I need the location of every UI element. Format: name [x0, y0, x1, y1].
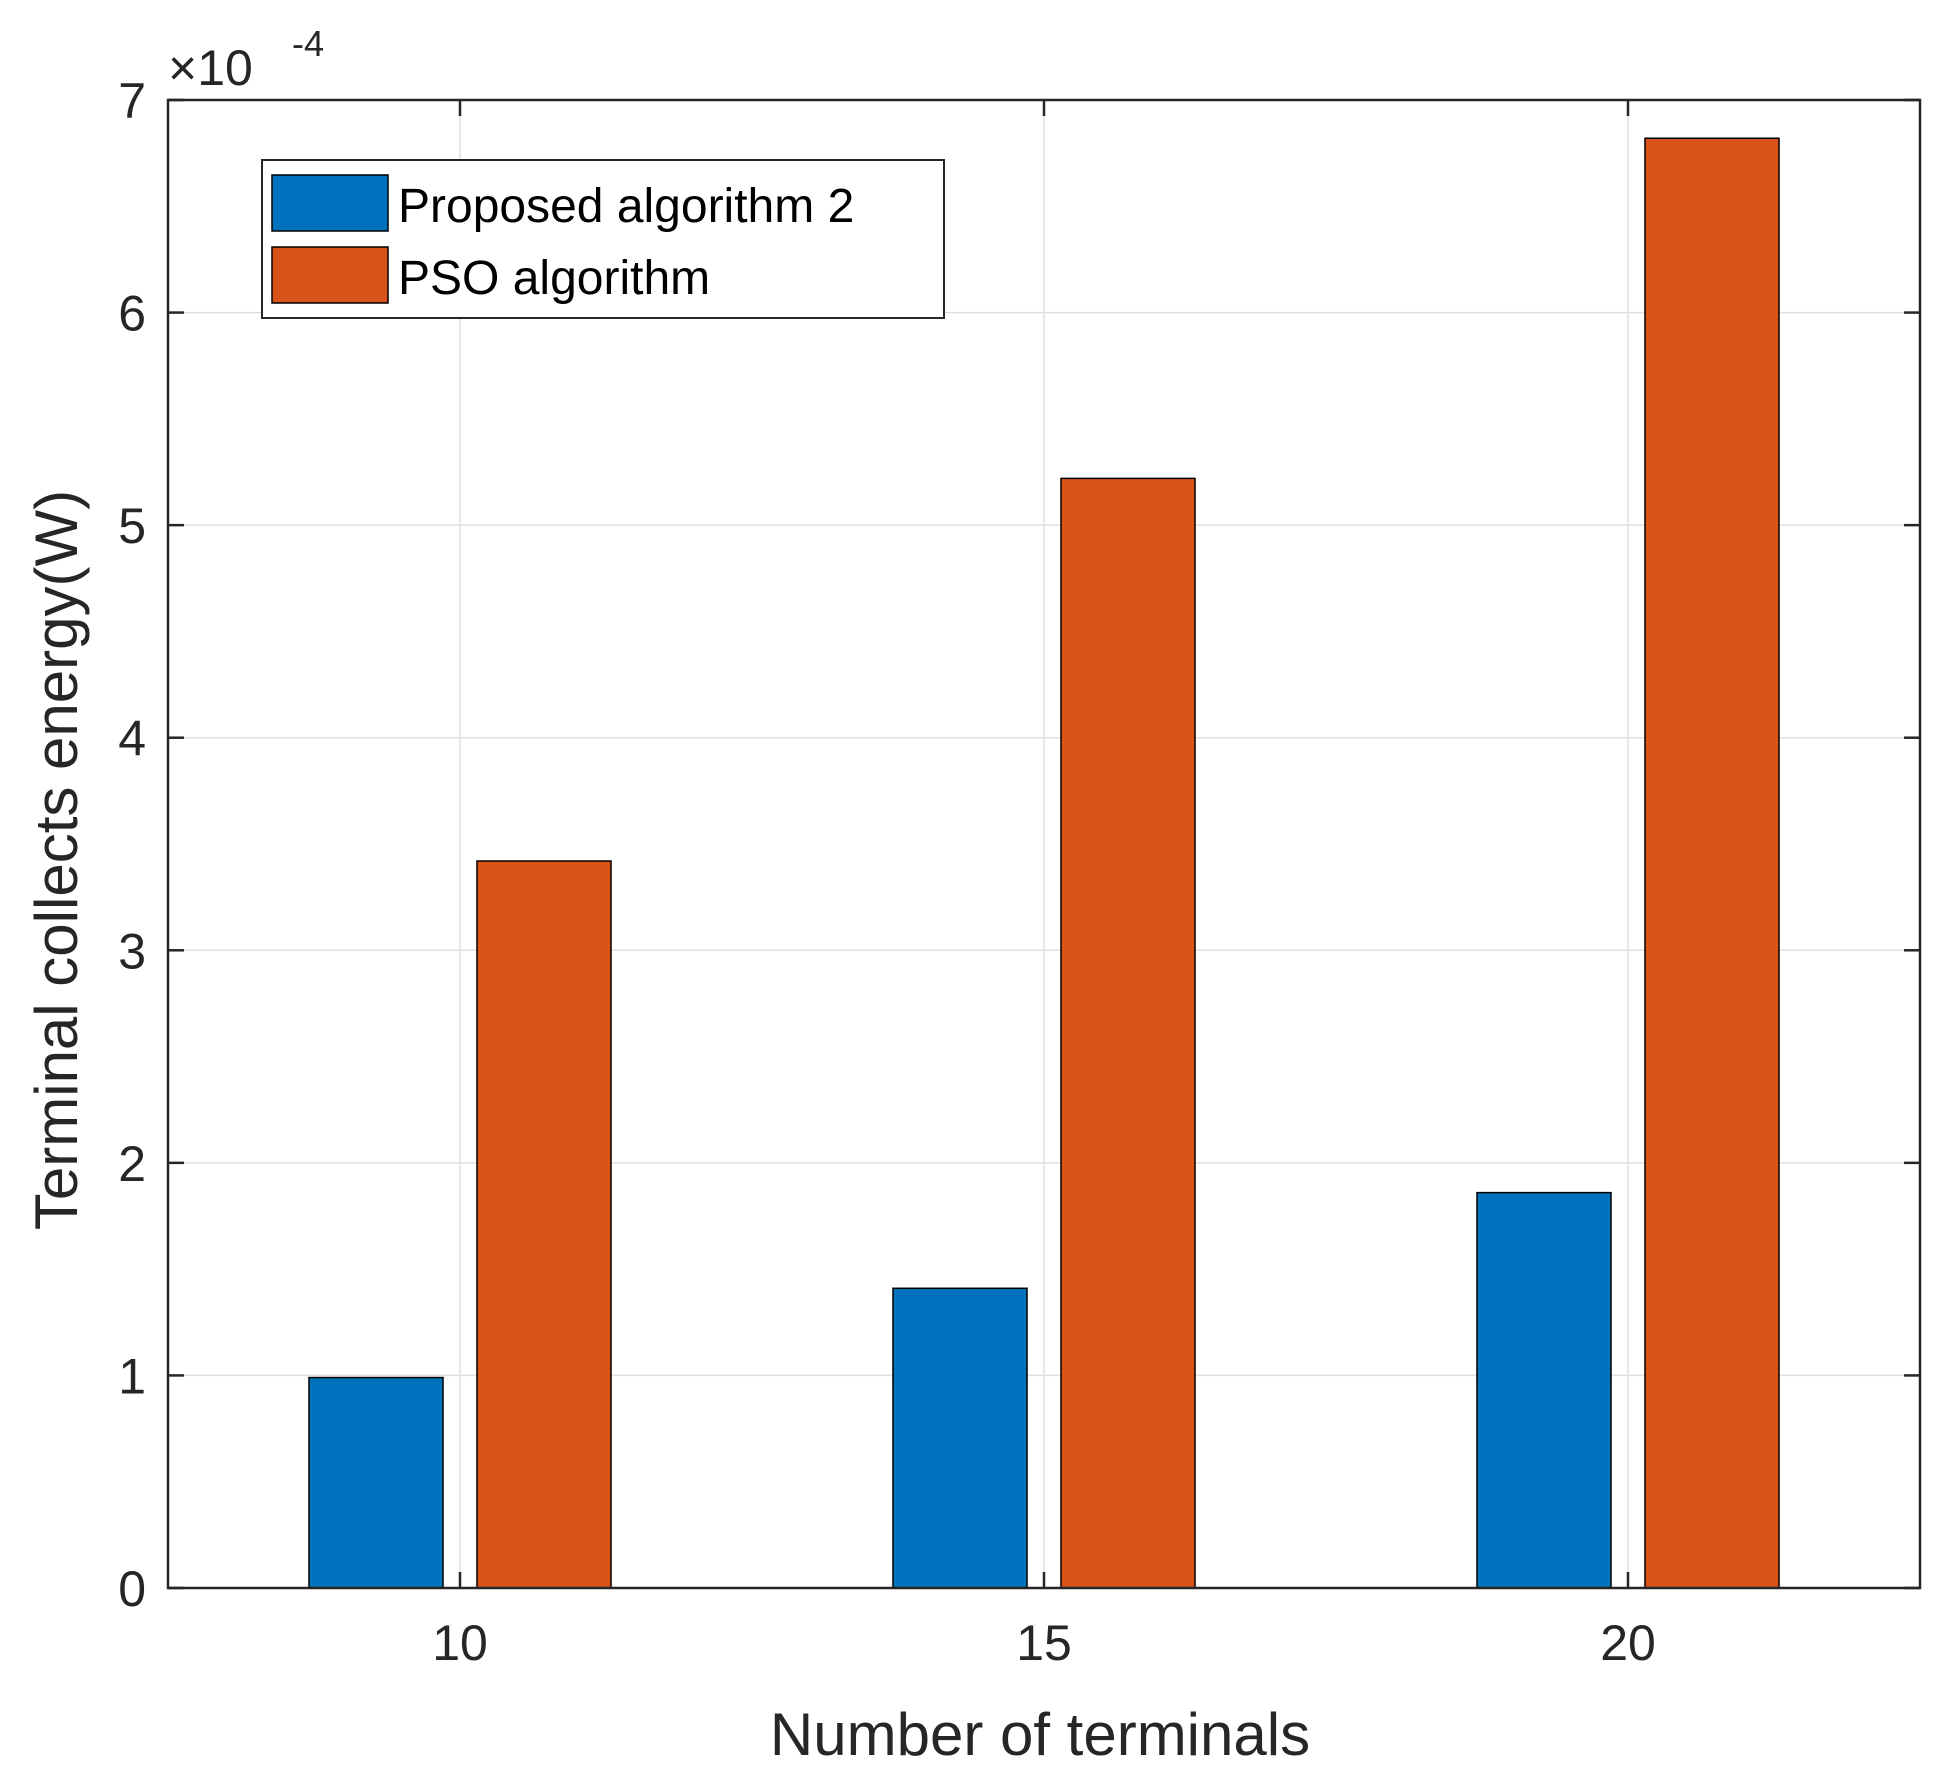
- bar-pso-10: [476, 860, 612, 1589]
- x-tick-label: 10: [432, 1615, 488, 1671]
- y-exponent-base: ×10: [168, 40, 253, 96]
- y-tick-label: 7: [118, 73, 146, 129]
- legend-swatch-proposed: [271, 174, 389, 232]
- y-tick-label: 0: [118, 1561, 146, 1617]
- y-tick-label: 1: [118, 1348, 146, 1404]
- y-tick-label: 2: [118, 1136, 146, 1192]
- x-axis-label: Number of terminals: [770, 1701, 1310, 1768]
- x-axis-ticks: 10 15 20: [432, 100, 1656, 1671]
- x-tick-label: 15: [1016, 1615, 1072, 1671]
- y-tick-label: 3: [118, 923, 146, 979]
- y-tick-label: 5: [118, 498, 146, 554]
- bar-proposed-15: [892, 1287, 1028, 1589]
- legend-label-pso: PSO algorithm: [398, 252, 710, 305]
- y-tick-label: 6: [118, 286, 146, 342]
- y-axis-ticks: 0 1 2 3 4 5 6 7: [118, 73, 1920, 1617]
- y-axis-label: Terminal collects energy(W): [23, 490, 90, 1230]
- legend-label-proposed: Proposed algorithm 2: [398, 180, 854, 233]
- bar-proposed-10: [308, 1376, 444, 1589]
- bar-proposed-20: [1476, 1191, 1612, 1589]
- y-exponent: -4: [292, 23, 324, 64]
- legend: Proposed algorithm 2 PSO algorithm: [261, 159, 945, 319]
- bars: [308, 137, 1780, 1589]
- x-tick-label: 20: [1600, 1615, 1656, 1671]
- legend-swatch-pso: [271, 246, 389, 304]
- y-tick-label: 4: [118, 711, 146, 767]
- bar-pso-20: [1644, 137, 1780, 1589]
- bar-pso-15: [1060, 477, 1196, 1589]
